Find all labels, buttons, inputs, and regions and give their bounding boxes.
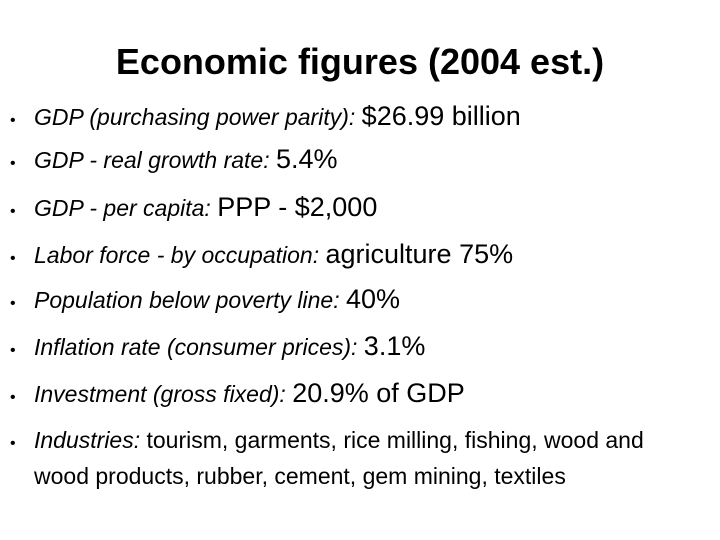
bullet-dot-icon: •: [10, 389, 16, 406]
bullet-dot-icon: •: [10, 342, 16, 359]
bullet-dot-icon: •: [10, 112, 16, 129]
bullet-label: Inflation rate (consumer prices):: [34, 334, 364, 360]
bullet-label: GDP (purchasing power parity):: [34, 104, 362, 130]
bullet-value: tourism, garments, rice milling, fishing…: [34, 427, 644, 489]
bullet-item-investment: • Investment (gross fixed): 20.9% of GDP: [10, 378, 690, 409]
bullet-item-industries: • Industries: tourism, garments, rice mi…: [10, 424, 650, 496]
bullet-label: GDP - per capita:: [34, 195, 218, 221]
bullet-item-labor-force: • Labor force - by occupation: agricultu…: [10, 239, 690, 270]
bullet-item-poverty-line: • Population below poverty line: 40%: [10, 284, 690, 315]
bullet-item-gdp-per-capita: • GDP - per capita: PPP - $2,000: [10, 192, 690, 223]
bullet-value: 40%: [345, 284, 401, 314]
bullet-item-inflation: • Inflation rate (consumer prices): 3.1%: [10, 331, 690, 362]
bullet-label: Labor force - by occupation:: [34, 242, 326, 268]
bullet-dot-icon: •: [10, 155, 16, 172]
bullet-label: Industries:: [34, 427, 147, 453]
bullet-value: $26.99 billion: [361, 101, 521, 131]
bullet-value: 3.1%: [363, 331, 426, 361]
bullet-value: PPP - $2,000: [217, 192, 378, 222]
bullet-item-gdp-ppp: • GDP (purchasing power parity): $26.99 …: [10, 101, 690, 132]
bullet-value: 5.4%: [276, 144, 338, 174]
bullet-label: GDP - real growth rate:: [34, 147, 277, 173]
bullet-value: agriculture 75%: [325, 239, 514, 269]
bullet-dot-icon: •: [10, 203, 16, 220]
bullet-label: Population below poverty line:: [34, 287, 346, 313]
bullet-dot-icon: •: [10, 295, 16, 312]
bullet-dot-icon: •: [10, 435, 16, 452]
bullet-item-gdp-growth: • GDP - real growth rate: 5.4%: [10, 144, 690, 175]
slide-title: Economic figures (2004 est.): [115, 41, 605, 82]
bullet-value: 20.9% of GDP: [292, 378, 465, 408]
bullet-label: Investment (gross fixed):: [34, 381, 293, 407]
bullet-dot-icon: •: [10, 250, 16, 267]
